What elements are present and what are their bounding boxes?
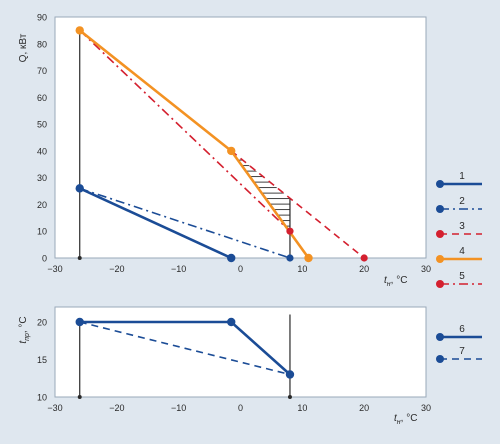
bottom-chart-marks (75, 314, 295, 399)
top-y-tick-label: 50 (37, 120, 47, 130)
bottom-axis-dot (77, 395, 82, 399)
top-y-tick-label: 10 (37, 227, 47, 237)
top-x-tick-label: −10 (171, 264, 186, 274)
top-x-tick-label: 10 (297, 264, 307, 274)
bottom-x-label-sub: н (397, 419, 401, 426)
bottom-legend-label-7: 7 (459, 346, 465, 357)
top-series-1-point (75, 184, 84, 193)
bottom-x-tick-label: 0 (238, 403, 243, 413)
top-series-5-line (79, 29, 291, 232)
top-plot-frame (54, 16, 427, 259)
bottom-x-tick-label: −30 (47, 403, 62, 413)
bottom-y-tick-label: 10 (37, 393, 47, 403)
top-y-tick-label: 0 (42, 254, 47, 264)
top-series-4-point (227, 146, 236, 156)
top-legend-marker-3 (436, 230, 444, 238)
top-y-tick-label: 70 (37, 66, 47, 76)
top-x-label-unit: , °C (391, 275, 408, 286)
top-x-label: tн, °C (384, 275, 407, 288)
top-x-tick-label: 0 (238, 264, 243, 274)
top-series-3-point (360, 254, 368, 262)
top-legend-label-3: 3 (459, 221, 465, 232)
top-legend-marker-2 (436, 205, 444, 213)
bottom-legend-label-6: 6 (459, 324, 465, 335)
bottom-legend-marker-6 (436, 333, 444, 341)
bottom-x-tick-label: −10 (171, 403, 186, 413)
bottom-x-tick-label: 10 (297, 403, 307, 413)
bottom-y-tick-label: 20 (37, 318, 47, 328)
bottom-chart-legend: 67 (436, 324, 482, 363)
top-x-label-sub: н (387, 281, 391, 288)
top-legend-label-5: 5 (459, 271, 465, 282)
bottom-plot-frame (54, 306, 427, 398)
top-x-tick-label: −20 (109, 264, 124, 274)
top-legend-marker-1 (436, 180, 444, 188)
top-series-5-point (286, 227, 294, 235)
top-y-tick-label: 90 (37, 13, 47, 23)
top-y-tick-label: 30 (37, 173, 47, 183)
top-y-label: Q, кВт (18, 33, 29, 62)
top-chart-ticks: 0 10 20 30 40 50 60 70 80 90 −30 −20 −10 0 10 20 30 (37, 13, 431, 275)
top-x-tick-label: −30 (47, 264, 62, 274)
bottom-x-label: tн, °C (394, 413, 417, 426)
top-series-2-line (79, 187, 291, 259)
top-axis-dot (77, 256, 82, 260)
top-series-4-point (304, 253, 313, 263)
bottom-x-label-main: t (394, 413, 398, 424)
top-legend-marker-5 (436, 280, 444, 288)
bottom-y-label-sub: пр (24, 333, 31, 341)
bottom-y-label-unit: , °C (18, 316, 29, 333)
top-y-tick-label: 80 (37, 39, 47, 49)
bottom-y-tick-label: 15 (37, 355, 47, 365)
bottom-y-label-main: t (18, 340, 29, 344)
top-y-tick-label: 60 (37, 93, 47, 103)
top-y-tick-label: 40 (37, 146, 47, 156)
bottom-series-7-line (79, 321, 291, 376)
top-legend-label-2: 2 (459, 196, 465, 207)
top-x-tick-label: 30 (421, 264, 431, 274)
top-legend-label-1: 1 (459, 171, 465, 182)
bottom-x-tick-label: 20 (359, 403, 369, 413)
bottom-x-label-unit: , °C (401, 413, 418, 424)
bottom-axis-dot (287, 395, 292, 399)
top-series-1-line (79, 187, 232, 260)
top-series-4-point (75, 26, 84, 35)
top-series-1-point (227, 253, 236, 263)
top-series-2-point (286, 254, 294, 262)
bottom-series-6-point (227, 317, 236, 327)
bottom-series-6-point (75, 317, 84, 327)
top-series-3-line (230, 150, 365, 259)
bottom-y-label: tпр, °C (18, 316, 31, 343)
top-legend-label-4: 4 (459, 246, 465, 257)
bottom-chart-ticks: 10 15 20 −30 −20 −10 0 10 20 30 (37, 318, 431, 414)
bottom-series-6-point (285, 370, 295, 379)
top-x-label-main: t (384, 275, 388, 286)
bottom-legend-marker-7 (436, 355, 444, 363)
top-chart-legend: 1 2 3 4 5 (436, 171, 482, 288)
top-x-tick-label: 20 (359, 264, 369, 274)
top-y-tick-label: 20 (37, 200, 47, 210)
top-legend-marker-4 (436, 255, 444, 263)
bottom-x-tick-label: −20 (109, 403, 124, 413)
top-chart-marks (75, 26, 368, 263)
bottom-x-tick-label: 30 (421, 403, 431, 413)
